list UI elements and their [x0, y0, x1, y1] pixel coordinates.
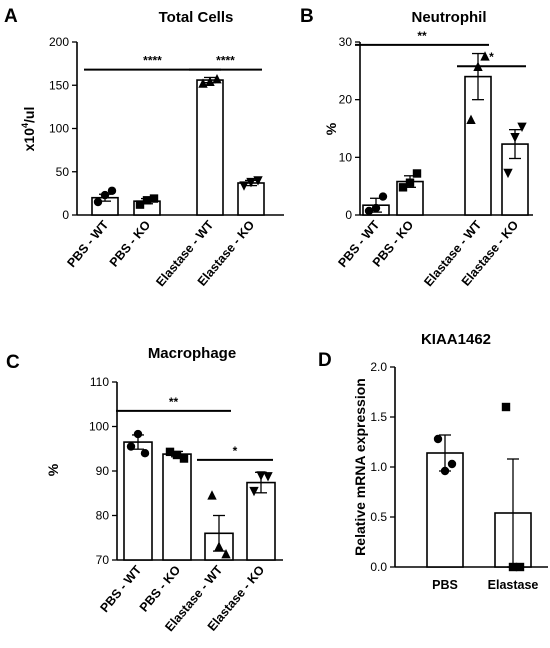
data-point-a [135, 200, 145, 209]
data-point-b [503, 168, 513, 179]
data-point-a [100, 190, 110, 200]
bar-a [196, 79, 224, 216]
data-point-b [412, 169, 422, 178]
chart-title-a: Total Cells [159, 9, 234, 26]
y-tick-label-a: 100 [49, 122, 69, 136]
significance-label-c: ** [169, 395, 179, 409]
significance-label-a: **** [216, 54, 235, 68]
panel-label-b: B [300, 6, 314, 27]
data-point-a [246, 177, 256, 188]
data-point-d [433, 434, 443, 444]
y-tick-label-c: 110 [90, 375, 109, 389]
chart-panel-d: 0.0 0.5 1.0 1.5 2.0 PBS Elastase [370, 360, 548, 592]
x-tick-label-a: PBS - WT [64, 218, 111, 270]
y-tick-label-b: 20 [339, 93, 353, 107]
y-tick-label-c: 100 [89, 420, 109, 434]
y-tick-label-b: 0 [345, 208, 352, 222]
data-point-c [179, 454, 189, 463]
y-tick-label-a: 150 [49, 78, 69, 92]
data-point-c [214, 541, 224, 551]
chart-title-b: Neutrophil [412, 9, 487, 26]
data-point-b [398, 183, 408, 192]
data-point-c [263, 472, 273, 482]
chart-title-d: KIAA1462 [421, 331, 491, 348]
y-tick-label-a: 0 [62, 208, 69, 222]
y-tick-label-b: 30 [339, 35, 353, 49]
y-tick-label-c: 90 [96, 464, 110, 478]
data-point-a [142, 196, 152, 205]
data-point-b [364, 206, 374, 216]
data-point-b [480, 51, 490, 61]
data-point-a [253, 176, 263, 186]
y-tick-label-c: 80 [96, 509, 110, 523]
panel-label-c: C [6, 352, 20, 373]
x-tick-label-d: PBS [432, 578, 458, 592]
data-point-a [205, 76, 215, 86]
data-point-b [510, 132, 520, 143]
y-tick-label-d: 0.5 [370, 510, 387, 524]
x-tick-label-c: PBS - KO [137, 563, 184, 615]
y-tick-label-d: 1.0 [370, 460, 387, 474]
data-point-c [256, 471, 266, 481]
y-tick-label-b: 10 [339, 150, 353, 164]
data-point-c [133, 429, 143, 439]
bar-a [237, 182, 265, 216]
data-point-c [172, 450, 182, 460]
bar-c [246, 481, 276, 561]
significance-label-b: * [489, 50, 494, 64]
data-point-c [249, 486, 259, 497]
y-tick-label-c: 70 [96, 553, 110, 567]
data-point-b [466, 114, 476, 125]
x-tick-label-a: PBS - KO [107, 218, 154, 270]
significance-label-c: * [233, 444, 238, 458]
panel-label-d: D [318, 350, 332, 371]
data-point-c [207, 490, 217, 500]
data-point-b [378, 192, 388, 201]
x-tick-label-d: Elastase [488, 578, 539, 592]
data-point-a [198, 78, 208, 88]
y-tick-label-d: 2.0 [370, 360, 387, 374]
data-point-b [405, 178, 415, 187]
data-point-d [447, 459, 457, 469]
data-point-d [515, 562, 525, 572]
y-axis-label-d: Relative mRNA expression [352, 378, 368, 556]
y-tick-label-d: 0.0 [370, 560, 387, 574]
y-tick-label-a: 200 [49, 35, 69, 49]
data-point-a [149, 194, 159, 203]
bar-c [162, 453, 192, 561]
data-point-a [239, 181, 249, 191]
y-axis-label-b: % [323, 122, 339, 135]
data-point-d [501, 402, 511, 412]
chart-title-c: Macrophage [148, 345, 236, 362]
significance-label-a: **** [143, 54, 162, 68]
y-axis-label-c: % [45, 463, 61, 476]
data-point-a [93, 197, 103, 207]
significance-label-b: ** [417, 29, 427, 43]
y-tick-label-d: 1.5 [370, 410, 387, 424]
data-point-c [165, 447, 175, 457]
data-point-b [371, 203, 381, 213]
panel-label-a: A [4, 6, 18, 27]
bar-c [123, 441, 153, 561]
data-point-c [221, 549, 231, 559]
y-tick-label-a: 50 [56, 165, 70, 179]
data-point-d [508, 562, 518, 572]
data-point-c [140, 449, 150, 458]
data-point-a [107, 186, 117, 195]
data-point-c [126, 442, 136, 451]
data-point-b [517, 122, 527, 132]
y-axis-label-a: x104/ul [20, 107, 37, 152]
data-point-d [440, 466, 450, 476]
data-point-a [212, 73, 222, 84]
